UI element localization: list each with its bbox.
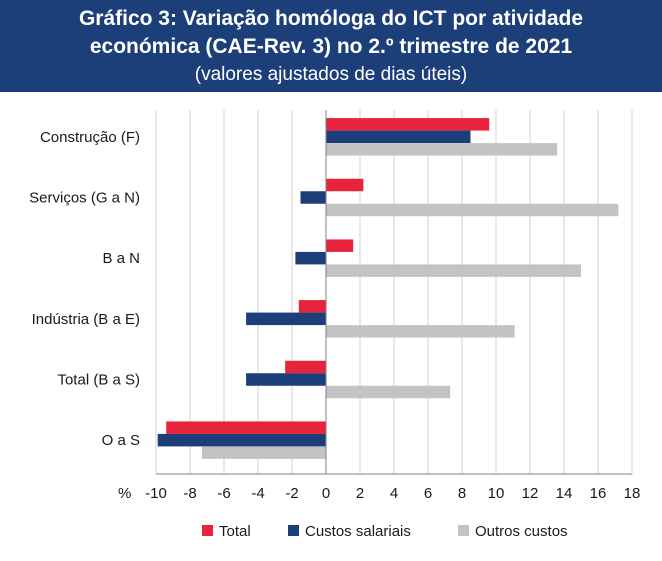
bar-total [326, 178, 364, 192]
x-tick-label: 14 [556, 485, 573, 502]
x-tick-label: -6 [217, 485, 230, 502]
bar-total [326, 118, 490, 131]
bar-custos-salariais [157, 433, 326, 447]
x-tick-label: 6 [424, 485, 432, 502]
x-tick-label: 12 [522, 485, 539, 502]
bar-custos-salariais [326, 130, 471, 144]
category-label: O a S [102, 432, 140, 449]
legend-label: Total [219, 523, 251, 540]
bar-total [298, 300, 326, 313]
bar-custos-salariais [246, 373, 326, 386]
x-tick-label: -10 [145, 485, 167, 502]
x-tick-label: 2 [356, 485, 364, 502]
bar-custos-salariais [246, 312, 326, 326]
x-tick-label: 8 [458, 485, 466, 502]
category-label: B a N [102, 250, 140, 267]
bar-custos-salariais [295, 251, 326, 265]
legend-label: Custos salariais [305, 523, 411, 540]
x-tick-label: -8 [183, 485, 196, 502]
category-label: Construção (F) [40, 129, 140, 146]
category-label: Indústria (B a E) [32, 311, 140, 328]
x-tick-label: 0 [322, 485, 330, 502]
x-axis-unit-label: % [118, 485, 131, 502]
bar-outros-custos [201, 446, 326, 459]
x-tick-label: 4 [390, 485, 398, 502]
x-tick-label: 16 [590, 485, 607, 502]
bar-outros-custos [326, 143, 558, 156]
bar-outros-custos [326, 325, 515, 338]
bar-chart: Construção (F) Serviços (G a N) B a N Indús… [29, 110, 641, 540]
legend-label: Outros custos [475, 523, 568, 540]
chart-subtitle: (valores ajustados de dias úteis) [194, 64, 468, 85]
bar-total [326, 239, 354, 252]
bar-total [285, 360, 326, 374]
bar-total [166, 421, 326, 434]
legend-swatch [288, 525, 299, 536]
legend-swatch [202, 525, 213, 536]
chart-title-line-1: Gráfico 3: Variação homóloga do ICT por … [78, 7, 584, 30]
chart-title-banner: Gráfico 3: Variação homóloga do ICT por … [0, 0, 662, 92]
category-label: Serviços (G a N) [29, 190, 140, 207]
x-tick-label: -4 [251, 485, 264, 502]
chart-title-line-2: económica (CAE-Rev. 3) no 2.º trimestre … [89, 35, 573, 58]
x-tick-label: 10 [488, 485, 505, 502]
legend-swatch [458, 525, 469, 536]
x-tick-label: 18 [624, 485, 641, 502]
bar-outros-custos [326, 264, 581, 277]
x-tick-label: -2 [285, 485, 298, 502]
category-label: Total (B a S) [57, 372, 140, 389]
bar-outros-custos [326, 385, 451, 399]
bar-outros-custos [326, 203, 619, 217]
bar-custos-salariais [300, 191, 326, 204]
